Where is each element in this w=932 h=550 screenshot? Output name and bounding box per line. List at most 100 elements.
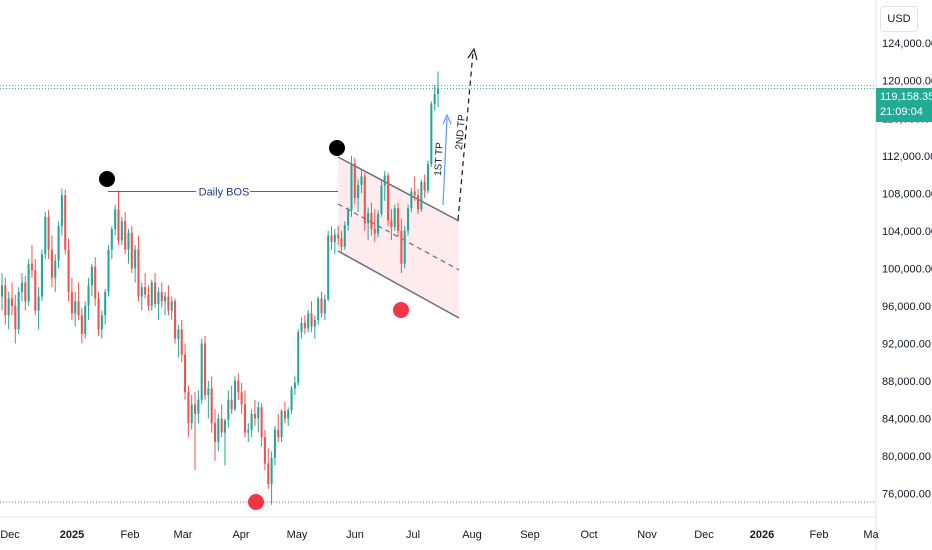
candle-body <box>157 291 160 305</box>
candle-body <box>10 298 14 306</box>
candle-body <box>257 407 260 419</box>
candle-body <box>190 404 193 424</box>
candle-body <box>110 228 113 250</box>
candle-body <box>177 329 180 339</box>
candle-body <box>64 195 67 250</box>
tp1-arrow-head <box>442 113 452 125</box>
candle-body <box>333 234 336 243</box>
candle-body <box>150 282 153 306</box>
candle-body <box>104 291 107 316</box>
time-tick-label: Aug <box>462 529 482 541</box>
candle-body <box>416 195 420 210</box>
price-tick-label: 100,000.00 <box>882 263 932 275</box>
candle-body <box>24 282 27 302</box>
time-tick-label: Jul <box>406 529 420 541</box>
candle-body <box>180 329 183 355</box>
swing-low-marker <box>393 302 409 318</box>
swing-low-marker <box>248 494 264 510</box>
candle-body <box>380 185 383 214</box>
candle-body <box>357 184 360 199</box>
candle-body <box>253 413 256 419</box>
candle-body <box>263 437 266 464</box>
candle-body <box>383 175 386 186</box>
price-tick-label: 108,000.00 <box>882 188 932 200</box>
price-tick-label: 80,000.00 <box>882 451 931 463</box>
time-axis: Dec 2025 Feb Mar Apr May Jun Jul Aug Sep Oct Nov Dec… <box>0 516 880 541</box>
candle-body <box>260 407 263 438</box>
time-tick-label: May <box>287 529 308 541</box>
price-tick-label: 104,000.00 <box>882 226 932 238</box>
price-tick-label: 76,000.00 <box>882 489 931 501</box>
candle-body <box>194 404 197 414</box>
price-tick-label: 96,000.00 <box>882 301 931 313</box>
time-tick-label: Sep <box>520 529 540 541</box>
candle-body <box>187 392 190 424</box>
candle-body <box>217 418 220 442</box>
candle-body <box>230 399 233 410</box>
candle-body <box>407 208 410 231</box>
candle-body <box>426 164 430 191</box>
candle-body <box>34 270 37 311</box>
candle-body <box>20 282 24 292</box>
price-tick-label: 92,000.00 <box>882 338 931 350</box>
candle-body <box>280 410 283 438</box>
candle-body <box>164 296 167 302</box>
candle-body <box>233 380 237 410</box>
candle-body <box>387 175 390 221</box>
candle-body <box>210 388 213 424</box>
candle-body <box>287 410 290 419</box>
candle-body <box>237 380 240 393</box>
tp2-arrow <box>457 51 474 221</box>
candle-body <box>14 305 17 330</box>
candle-body <box>147 294 150 306</box>
candle-body <box>293 382 296 389</box>
candle-body <box>44 216 47 255</box>
annotation-layer: Daily BOS 1ST TP 2ND TP <box>99 47 478 510</box>
candle-body <box>200 343 203 400</box>
candle-body <box>40 254 43 297</box>
price-tick-label: 120,000.00 <box>882 76 932 88</box>
channel-layer <box>337 156 460 319</box>
candle-body <box>323 299 326 314</box>
candle-body <box>120 221 123 241</box>
candle-body <box>363 176 366 224</box>
candle-body <box>0 285 4 297</box>
time-tick-label: Mar <box>174 529 193 541</box>
candle-body <box>270 457 273 485</box>
candle-body <box>360 176 363 185</box>
channel-lower-line <box>337 250 460 319</box>
tp1-label: 1ST TP <box>433 142 446 176</box>
candle-body <box>60 195 63 227</box>
candle-body <box>107 249 110 292</box>
swing-high-marker <box>329 140 345 156</box>
candle-body <box>57 226 60 261</box>
candle-body <box>130 232 133 269</box>
candle-body <box>337 234 340 239</box>
candle-body <box>300 322 303 333</box>
candle-body <box>353 163 356 199</box>
channel-fill <box>338 157 459 318</box>
candle-body <box>310 313 313 327</box>
candle-body <box>343 225 346 247</box>
time-tick-label: Nov <box>637 529 657 541</box>
candle-body <box>170 301 173 311</box>
candle-body <box>433 93 436 105</box>
candle-body <box>413 191 416 196</box>
candle-body <box>154 282 157 305</box>
candles-layer <box>0 71 440 505</box>
time-tick-label: Ma <box>863 529 879 541</box>
channel-midline <box>337 203 460 271</box>
candle-body <box>347 210 350 226</box>
candle-body <box>84 305 87 335</box>
candle-body <box>197 399 200 414</box>
candle-body <box>330 235 333 243</box>
candle-body <box>47 216 50 250</box>
candle-body <box>267 463 270 485</box>
currency-selector[interactable]: USD <box>880 6 918 32</box>
candle-body <box>50 249 53 278</box>
candle-body <box>160 291 163 302</box>
candle-body <box>117 209 120 241</box>
candle-body <box>37 296 40 311</box>
